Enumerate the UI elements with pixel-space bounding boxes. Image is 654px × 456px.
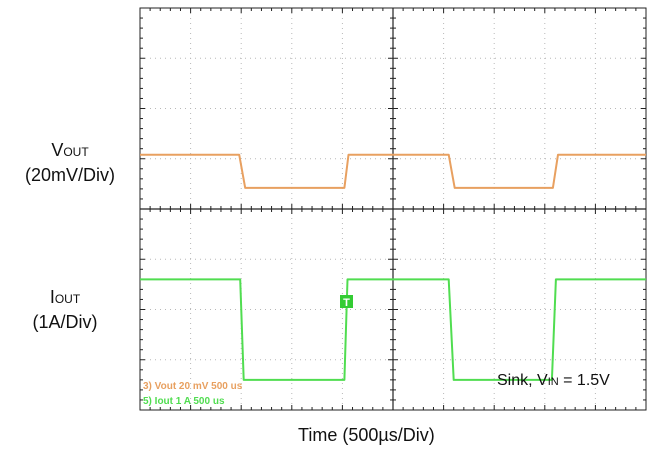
vout-trace [140,153,646,189]
iout-axis-label: IOUT (1A/Div) [0,286,130,334]
iout-trace [140,278,646,381]
trigger-marker-label: T [343,297,350,309]
traces [140,153,646,381]
trigger-marker-box [340,295,353,308]
plot-border [139,7,647,411]
vout-label-scale: (20mV/Div) [24,165,115,185]
test-condition-annotation: Sink, VIN = 1.5V [497,372,610,389]
scope-readout-ch3: 3) Vout 20 mV 500 us [143,381,243,392]
vout-label-name: VOUT [51,140,89,160]
scope-readout-ch5: 5) Iout 1 A 500 us [143,396,225,407]
iout-label-name: IOUT [49,287,81,307]
x-axis-label: Time (500µs/Div) [298,425,435,445]
vout-axis-label: VOUT (20mV/Div) [0,139,140,187]
trigger-marker: T [340,295,353,309]
iout-label-scale: (1A/Div) [32,312,98,332]
